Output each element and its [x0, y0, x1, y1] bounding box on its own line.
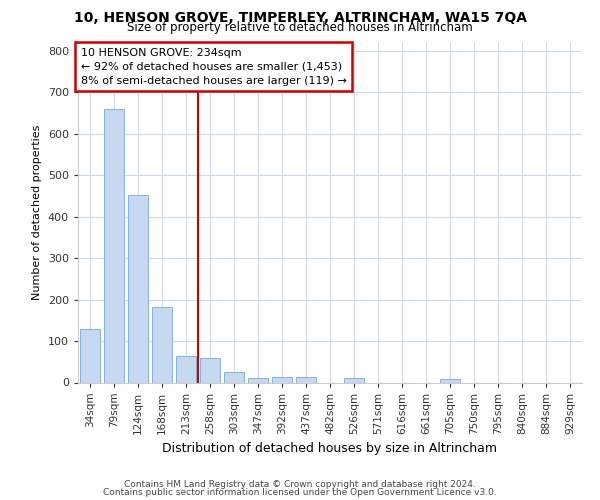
Bar	[128, 195, 148, 382]
Text: 10 HENSON GROVE: 234sqm
← 92% of detached houses are smaller (1,453)
8% of semi-: 10 HENSON GROVE: 234sqm ← 92% of detache…	[80, 48, 346, 86]
Bar	[344, 378, 364, 382]
Bar	[296, 377, 316, 382]
Bar	[440, 379, 460, 382]
Text: Contains public sector information licensed under the Open Government Licence v3: Contains public sector information licen…	[103, 488, 497, 497]
Bar	[272, 376, 292, 382]
Bar	[248, 378, 268, 382]
Bar	[80, 330, 100, 382]
Y-axis label: Number of detached properties: Number of detached properties	[32, 125, 42, 300]
Bar	[224, 372, 244, 382]
Bar	[200, 358, 220, 382]
X-axis label: Distribution of detached houses by size in Altrincham: Distribution of detached houses by size …	[163, 442, 497, 455]
Bar	[152, 306, 172, 382]
Text: 10, HENSON GROVE, TIMPERLEY, ALTRINCHAM, WA15 7QA: 10, HENSON GROVE, TIMPERLEY, ALTRINCHAM,…	[74, 11, 527, 25]
Bar	[104, 109, 124, 382]
Bar	[176, 356, 196, 382]
Text: Size of property relative to detached houses in Altrincham: Size of property relative to detached ho…	[127, 21, 473, 34]
Text: Contains HM Land Registry data © Crown copyright and database right 2024.: Contains HM Land Registry data © Crown c…	[124, 480, 476, 489]
